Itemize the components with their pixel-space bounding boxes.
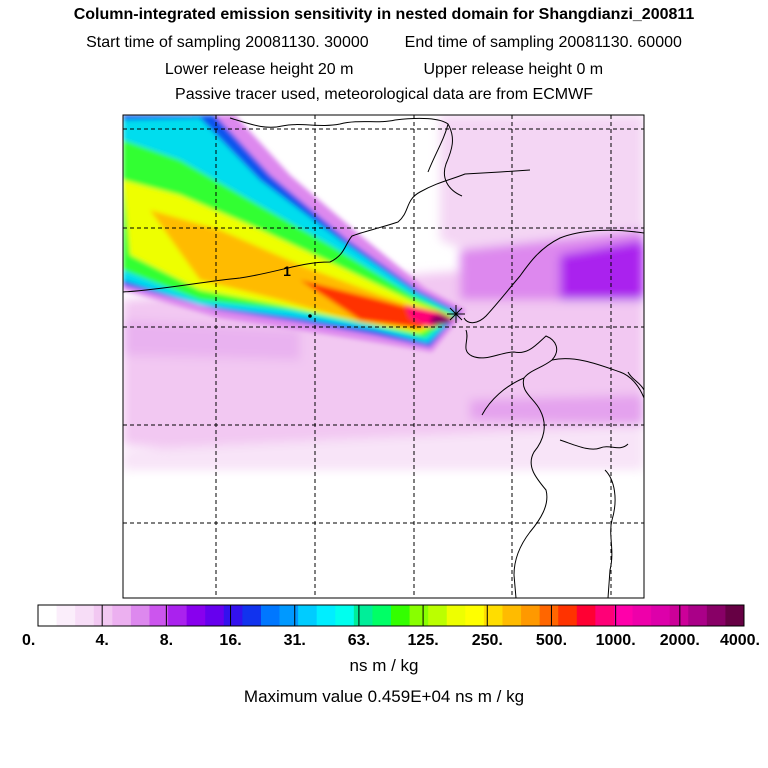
colorbar-cell [353,605,373,626]
colorbar-cell [75,605,95,626]
colorbar-cell [613,605,633,626]
colorbar-cell [651,605,671,626]
release-heights: Lower release height 20 m Upper release h… [0,61,768,79]
colorbar-tick-label: 1000. [596,632,636,649]
colorbar-cell [298,605,318,626]
colorbar-cell [409,605,429,626]
field-mid-west [123,320,300,360]
upper-height-label: Upper release height 0 m [423,61,604,78]
colorbar-cell [446,605,466,626]
colorbar-cell [223,605,243,626]
colorbar-tick-label: 500. [536,632,567,649]
colorbar-tick-label: 8. [160,632,173,649]
colorbar-tick-label: 250. [472,632,503,649]
colorbar-cell [465,605,485,626]
colorbar-cell [688,605,708,626]
colorbar-cell [186,605,206,626]
colorbar-cell [632,605,652,626]
colorbar-tick-label: 31. [284,632,306,649]
colorbar-cell [205,605,225,626]
colorbar-cell [483,605,503,626]
colorbar-cell [521,605,541,626]
colorbar-ticks [37,605,745,626]
grid-lines [123,115,644,598]
plume-core [430,315,450,325]
end-time-label: End time of sampling 20081130. 60000 [404,34,682,51]
maximum-value: Maximum value 0.459E+04 ns m / kg [243,687,525,706]
colorbar-cell [149,605,169,626]
lower-height-label: Lower release height 20 m [164,61,354,78]
chart-title: Column-integrated emission sensitivity i… [73,6,695,23]
colorbar-cell [372,605,392,626]
colorbar-cell [335,605,355,626]
colorbar-cell [706,605,726,626]
coastlines [123,117,644,598]
colorbar-cell [112,605,132,626]
colorbar-tick-label: 2000. [660,632,700,649]
colorbar-tick-label: 4. [96,632,109,649]
colorbar-tick-label: 16. [219,632,241,649]
colorbar-cell [130,605,150,626]
colorbar-labels: 0. 4. 8. 16. 31. 63. 125. 250. 500. 1000. 2000. 400… [22,632,760,649]
colorbar-cell [391,605,410,626]
info-line: Passive tracer used, meteorological data… [175,86,593,103]
colorbar [38,605,745,626]
colorbar-cell [279,605,299,626]
colorbar-cell [595,605,615,626]
colorbar-tick-label: 0. [22,632,35,649]
field-mid-south [470,395,644,425]
colorbar-cell [56,605,76,626]
sensitivity-field: 1 [123,115,644,598]
colorbar-cell [316,605,336,626]
colorbar-cell [38,605,57,626]
colorbar-cell [558,605,578,626]
colorbar-tick-label: 63. [348,632,370,649]
colorbar-cell [260,605,280,626]
station-dot [308,314,312,318]
start-time-label: Start time of sampling 20081130. 30000 [86,34,369,51]
contour-label: 1 [283,263,291,279]
colorbar-cell [93,605,113,626]
field-mid-east-core [560,240,644,300]
colorbar-cell [539,605,559,626]
colorbar-tick-label: 125. [408,632,439,649]
colorbar-cell [725,605,745,626]
colorbar-tick-label: 4000. [720,632,760,649]
colorbar-cell [669,605,689,626]
field-very-low-south [123,425,644,470]
colorbar-cell [502,605,522,626]
colorbar-cell [576,605,596,626]
colorbar-cell [168,605,188,626]
sampling-times: Start time of sampling 20081130. 30000 En… [0,34,768,52]
map-frame [122,114,645,599]
colorbar-cell [242,605,262,626]
colorbar-cell [428,605,448,626]
receptor-marker [447,305,465,323]
colorbar-unit: ns m / kg [349,656,419,675]
